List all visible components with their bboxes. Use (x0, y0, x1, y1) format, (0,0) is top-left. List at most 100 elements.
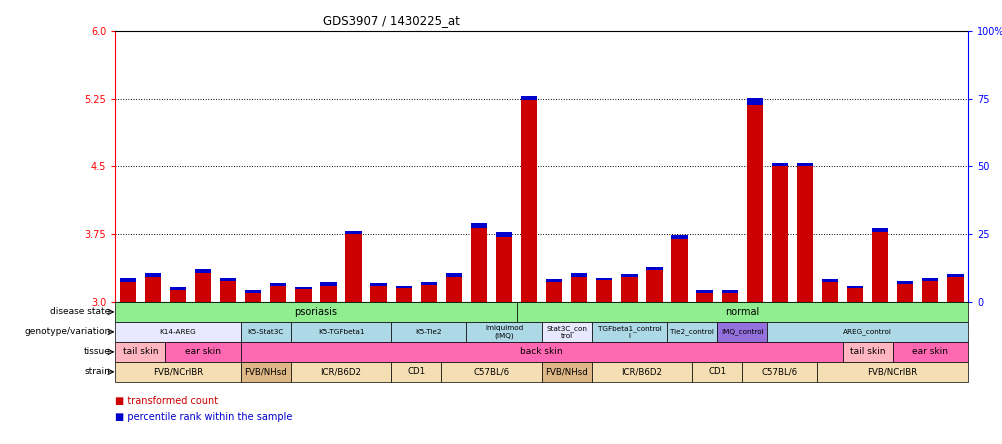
Bar (270, 283, 287, 285)
Bar (345, 230, 362, 234)
Bar (395, 289, 412, 302)
Bar (370, 283, 387, 285)
Bar (620, 277, 637, 302)
Text: ear skin: ear skin (912, 347, 947, 357)
Text: AREG_control: AREG_control (843, 329, 891, 335)
Text: FVB/NHsd: FVB/NHsd (244, 367, 287, 377)
Bar (946, 277, 963, 302)
Text: tail skin: tail skin (849, 347, 885, 357)
Bar (295, 289, 312, 302)
Text: FVB/NCrIBR: FVB/NCrIBR (867, 367, 917, 377)
Bar (720, 293, 737, 302)
Text: genotype/variation: genotype/variation (24, 327, 110, 337)
Bar (745, 105, 763, 302)
Bar (570, 273, 587, 277)
Bar (846, 285, 863, 289)
Bar (395, 285, 412, 289)
Bar (520, 100, 537, 302)
Bar (821, 282, 838, 302)
Bar (896, 281, 913, 284)
Bar (520, 96, 537, 100)
Text: tail skin: tail skin (122, 347, 158, 357)
Bar (169, 287, 186, 290)
Bar (670, 239, 687, 302)
Bar (871, 228, 888, 231)
Bar (470, 223, 487, 228)
Bar (370, 285, 387, 302)
Bar (645, 270, 662, 302)
Text: Tie2_control: Tie2_control (669, 329, 713, 335)
Bar (695, 293, 712, 302)
Bar (445, 277, 462, 302)
Text: ICR/B6D2: ICR/B6D2 (321, 367, 361, 377)
Text: C57BL/6: C57BL/6 (761, 367, 798, 377)
Bar (244, 290, 262, 293)
Text: normal: normal (724, 307, 759, 317)
Text: ■ percentile rank within the sample: ■ percentile rank within the sample (115, 412, 293, 422)
Text: CD1: CD1 (407, 367, 425, 377)
Bar (295, 286, 312, 289)
Text: tissue: tissue (83, 347, 110, 357)
Bar (595, 278, 612, 280)
Text: imiquimod
(IMQ): imiquimod (IMQ) (484, 325, 523, 339)
Text: K5-Stat3C: K5-Stat3C (247, 329, 284, 335)
Bar (821, 279, 838, 282)
Bar (270, 285, 287, 302)
Bar (846, 289, 863, 302)
Bar (871, 231, 888, 302)
Bar (796, 163, 813, 166)
Bar (345, 234, 362, 302)
Bar (771, 163, 788, 166)
Text: Stat3C_con
trol: Stat3C_con trol (546, 325, 586, 339)
Bar (595, 280, 612, 302)
Bar (169, 290, 186, 302)
Text: GDS3907 / 1430225_at: GDS3907 / 1430225_at (323, 14, 459, 27)
Bar (645, 267, 662, 270)
Text: K14-AREG: K14-AREG (159, 329, 196, 335)
Bar (219, 278, 236, 281)
Bar (244, 293, 262, 302)
Bar (545, 279, 562, 282)
Bar (144, 277, 161, 302)
Text: ear skin: ear skin (185, 347, 220, 357)
Text: disease state: disease state (50, 307, 110, 317)
Text: ICR/B6D2: ICR/B6D2 (621, 367, 661, 377)
Bar (144, 273, 161, 277)
Text: TGFbeta1_control
l: TGFbeta1_control l (597, 325, 660, 339)
Text: K5-Tie2: K5-Tie2 (415, 329, 442, 335)
Bar (796, 166, 813, 302)
Bar (420, 285, 437, 302)
Text: IMQ_control: IMQ_control (720, 329, 763, 335)
Bar (119, 282, 136, 302)
Text: strain: strain (84, 367, 110, 377)
Bar (495, 232, 512, 237)
Bar (495, 237, 512, 302)
Text: K5-TGFbeta1: K5-TGFbeta1 (318, 329, 364, 335)
Bar (946, 274, 963, 277)
Bar (320, 282, 337, 285)
Bar (620, 274, 637, 277)
Bar (921, 278, 938, 281)
Text: ■ transformed count: ■ transformed count (115, 396, 218, 406)
Bar (896, 284, 913, 302)
Bar (194, 273, 211, 302)
Bar (445, 273, 462, 277)
Text: back skin: back skin (520, 347, 562, 357)
Bar (219, 281, 236, 302)
Text: psoriasis: psoriasis (295, 307, 337, 317)
Bar (545, 282, 562, 302)
Bar (771, 166, 788, 302)
Bar (670, 235, 687, 239)
Text: C57BL/6: C57BL/6 (473, 367, 509, 377)
Bar (745, 98, 763, 105)
Text: CD1: CD1 (707, 367, 725, 377)
Bar (119, 278, 136, 282)
Text: FVB/NCrIBR: FVB/NCrIBR (152, 367, 203, 377)
Bar (570, 277, 587, 302)
Bar (320, 285, 337, 302)
Bar (420, 282, 437, 285)
Bar (720, 290, 737, 293)
Text: FVB/NHsd: FVB/NHsd (545, 367, 587, 377)
Bar (695, 290, 712, 293)
Bar (194, 270, 211, 273)
